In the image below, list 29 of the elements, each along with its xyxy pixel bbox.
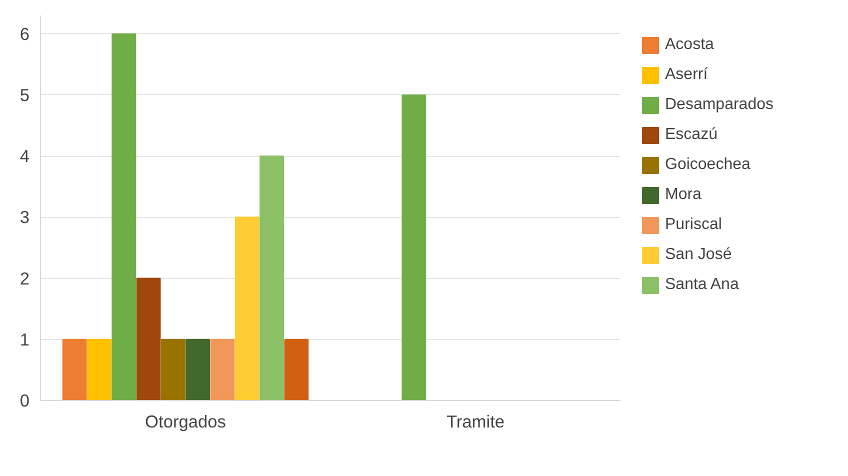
y-tick-label: 4 (20, 146, 30, 166)
y-tick-label: 6 (20, 24, 30, 44)
bar (62, 338, 87, 400)
bar (136, 278, 161, 400)
bar (112, 33, 136, 400)
bar (186, 338, 210, 400)
legend-label: Desamparados (665, 96, 774, 114)
legend-label: Goicoechea (665, 156, 750, 174)
legend-label: Puriscal (665, 216, 722, 234)
legend-label: Aserrí (665, 66, 708, 84)
y-tick-label: 5 (20, 84, 30, 105)
legend-label: Acosta (665, 36, 714, 54)
y-tick-label: 3 (20, 207, 30, 228)
bar (160, 338, 186, 400)
bar (402, 94, 426, 400)
legend-label: San José (665, 246, 732, 264)
x-tick-label: Otorgados (145, 412, 226, 432)
legend-label: Santa Ana (665, 276, 739, 294)
bar (87, 338, 112, 400)
y-tick-label: 0 (20, 390, 30, 410)
bar (284, 338, 309, 400)
bar (210, 338, 235, 400)
bar (260, 156, 284, 400)
x-tick-label: Tramite (446, 412, 505, 432)
y-tick-label: 1 (20, 329, 30, 350)
y-tick-label: 2 (20, 268, 30, 288)
bar (234, 216, 260, 400)
legend-label: Mora (665, 186, 702, 204)
legend-label: Escazú (665, 126, 718, 144)
